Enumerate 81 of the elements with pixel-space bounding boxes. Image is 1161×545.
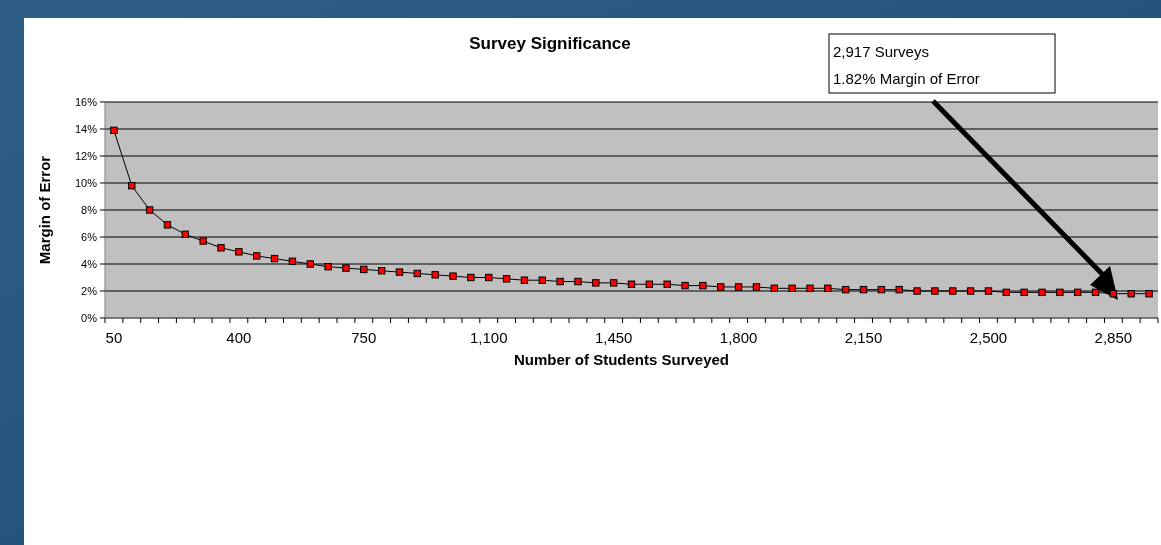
point	[556, 277, 564, 286]
point	[949, 287, 957, 295]
point	[806, 284, 814, 292]
point	[377, 267, 386, 275]
x-tick-label: 400	[226, 329, 252, 346]
point	[145, 206, 154, 214]
point	[895, 285, 903, 294]
point	[841, 285, 850, 294]
point	[128, 182, 136, 190]
point	[431, 271, 439, 279]
point	[717, 283, 725, 291]
x-tick-label: 1,100	[469, 329, 508, 346]
x-tick-label: 2,150	[844, 329, 883, 346]
y-tick-label: 12%	[74, 149, 98, 162]
point	[538, 276, 546, 284]
y-axis-title: Margin of Error	[36, 155, 53, 265]
point	[913, 287, 921, 295]
point	[663, 280, 671, 288]
x-tick-label: 2,500	[969, 329, 1008, 346]
x-tick-label: 50	[105, 329, 123, 346]
point	[449, 272, 457, 280]
point	[1002, 288, 1010, 297]
point	[270, 254, 279, 263]
point	[770, 284, 778, 292]
point	[1091, 288, 1100, 297]
point	[1038, 288, 1046, 297]
x-axis-title: Number of Students Surveyed	[513, 351, 730, 368]
point	[1109, 290, 1118, 298]
point	[1145, 290, 1153, 298]
point	[1020, 288, 1028, 297]
y-tick-label: 8%	[81, 203, 98, 216]
x-tick-label: 1,800	[719, 329, 758, 346]
point	[502, 275, 511, 283]
point	[395, 268, 404, 276]
y-tick-label: 16%	[74, 95, 98, 108]
point	[681, 281, 689, 290]
point	[877, 285, 886, 294]
y-tick-label: 0%	[81, 311, 98, 324]
x-tick-label: 2,850	[1094, 329, 1133, 346]
point	[413, 269, 422, 278]
point	[1127, 290, 1135, 298]
y-tick-label: 6%	[81, 230, 98, 243]
point	[574, 277, 582, 286]
x-tick-label: 1,450	[594, 329, 633, 346]
point	[110, 126, 118, 135]
point	[217, 244, 225, 252]
point	[699, 281, 707, 290]
point	[520, 276, 529, 284]
y-tick-label: 14%	[74, 122, 98, 135]
point	[467, 273, 475, 282]
y-tick-label: 10%	[74, 176, 98, 189]
point	[859, 285, 868, 294]
point	[752, 283, 761, 291]
point	[645, 280, 654, 288]
point	[288, 257, 297, 265]
point	[360, 265, 368, 274]
x-tick-label: 750	[351, 329, 377, 346]
point	[984, 287, 993, 295]
point	[324, 263, 332, 271]
point	[1056, 288, 1064, 297]
point	[592, 279, 600, 287]
point	[163, 221, 172, 229]
point	[824, 284, 832, 292]
point	[199, 237, 207, 245]
point	[609, 279, 618, 287]
point	[181, 230, 190, 238]
point	[788, 284, 796, 292]
point	[734, 283, 743, 291]
point	[627, 280, 636, 288]
y-tick-label: 2%	[81, 284, 98, 297]
point	[485, 273, 493, 282]
point	[966, 287, 975, 295]
point	[931, 287, 939, 295]
point	[253, 252, 261, 260]
text: 2,917 Surveys 1.82% Margin of Error	[833, 43, 980, 87]
point	[235, 248, 243, 256]
chart-title: Survey Significance	[469, 34, 631, 53]
point	[342, 264, 350, 272]
y-tick-label: 4%	[81, 257, 98, 270]
point	[1073, 288, 1082, 297]
point	[306, 260, 314, 268]
